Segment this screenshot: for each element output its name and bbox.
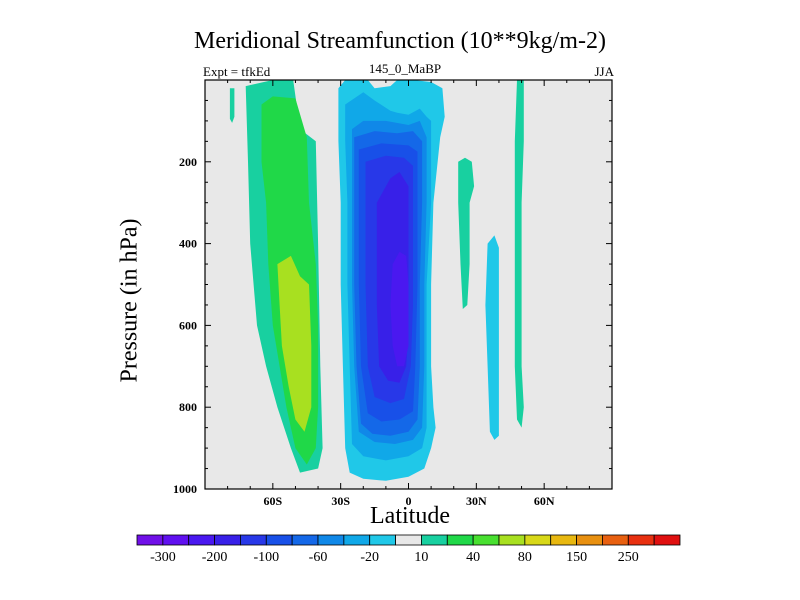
- colorbar-label: -100: [253, 550, 279, 565]
- x-tick-label: 30N: [466, 494, 487, 508]
- y-tick-label: 800: [179, 400, 197, 414]
- colorbar-box: [317, 534, 345, 546]
- colorbar-label: 250: [618, 550, 639, 565]
- plot-area: [205, 80, 612, 489]
- colorbar: -300 -200 -100 -60 -20 10 40 80 150 250: [136, 534, 681, 565]
- colorbar-box: [576, 534, 603, 546]
- y-tick-label: 1000: [173, 482, 197, 496]
- colorbar-label: 80: [518, 550, 532, 565]
- colorbar-label: 150: [566, 550, 587, 565]
- y-tick-label: 400: [179, 237, 197, 251]
- contour-region: [485, 235, 499, 440]
- x-tick-label: 0: [406, 494, 412, 508]
- contour-region: [229, 88, 235, 123]
- colorbar-box: [162, 534, 190, 546]
- x-axis-title: Latitude: [370, 503, 450, 529]
- chart-title: Meridional Streamfunction (10**9kg/m-2): [194, 28, 606, 54]
- colorbar-label: -20: [360, 550, 379, 565]
- colorbar-label: 40: [466, 550, 480, 565]
- colorbar-label: 10: [414, 550, 428, 565]
- colorbar-box: [472, 534, 500, 546]
- x-tick-label: 60S: [263, 494, 282, 508]
- colorbar-box: [498, 534, 526, 546]
- colorbar-box: [550, 534, 577, 546]
- y-tick-label: 600: [179, 318, 197, 332]
- contour-region: [390, 251, 409, 367]
- contour-region: [458, 157, 475, 309]
- colorbar-box: [136, 534, 164, 546]
- colorbar-box: [214, 534, 241, 546]
- contour-region: [277, 255, 312, 432]
- colorbar-box: [395, 534, 422, 546]
- colorbar-label: -300: [150, 550, 176, 565]
- colorbar-box: [369, 534, 396, 546]
- colorbar-box: [446, 534, 474, 546]
- colorbar-box: [602, 534, 629, 546]
- colorbar-label: -200: [202, 550, 228, 565]
- axes: 60S 30S 0 30N 60N 200 400 600 800 1000: [173, 79, 613, 508]
- colorbar-box: [188, 534, 215, 546]
- center-subtitle: 145_0_MaBP: [368, 61, 442, 76]
- x-tick-label: 60N: [534, 494, 555, 508]
- experiment-label: Expt = tfkEd: [203, 64, 271, 79]
- colorbar-box: [291, 534, 319, 546]
- contour-region: [514, 80, 524, 428]
- colorbar-label: -60: [309, 550, 328, 565]
- colorbar-box: [265, 534, 293, 546]
- colorbar-box: [524, 534, 552, 546]
- y-tick-label: 200: [179, 155, 197, 169]
- season-label: JJA: [594, 64, 614, 79]
- colorbar-box: [343, 534, 371, 546]
- colorbar-box: [240, 534, 267, 546]
- colorbar-box: [421, 534, 448, 546]
- colorbar-box: [627, 534, 655, 546]
- colorbar-box: [653, 534, 681, 546]
- x-tick-label: 30S: [331, 494, 350, 508]
